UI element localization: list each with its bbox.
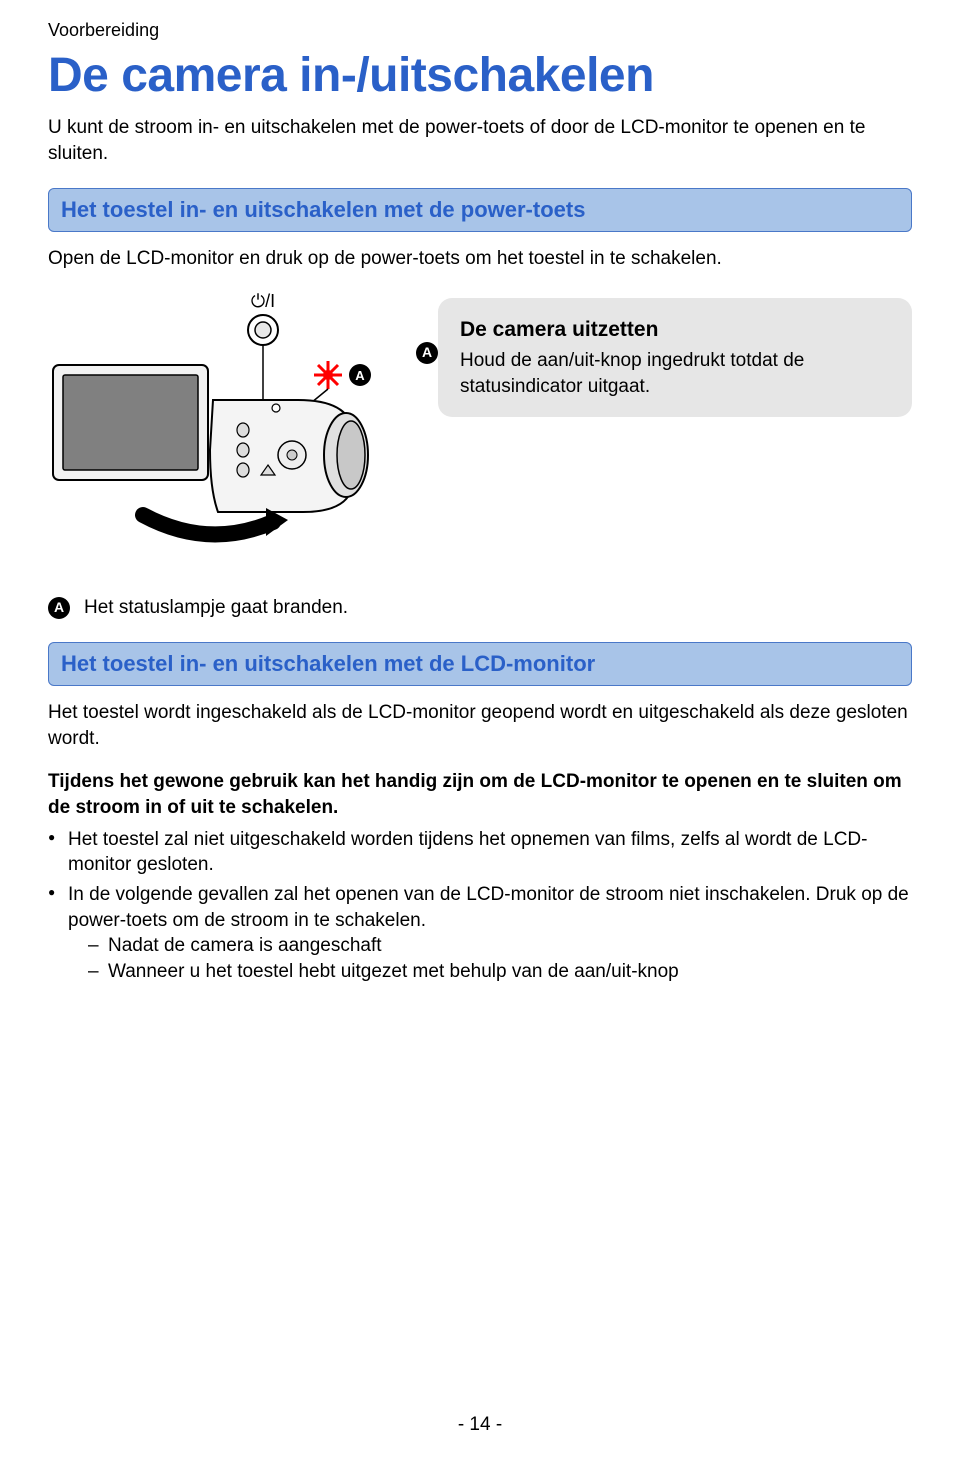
section2-para2: Tijdens het gewone gebruik kan het handi… [48,769,912,820]
legend-row: A Het statuslampje gaat branden. [48,595,912,621]
section1-intro: Open de LCD-monitor en druk op de power-… [48,246,912,272]
intro-text: U kunt de stroom in- en uitschakelen met… [48,115,912,166]
callout-label-a: A [416,340,438,366]
callout-text: Houd de aan/uit-knop ingedrukt totdat de… [460,348,890,399]
callout-box: A De camera uitzetten Houd de aan/uit-kn… [438,298,912,418]
callout-title: De camera uitzetten [460,316,890,344]
bullet-text: In de volgende gevallen zal het openen v… [68,884,909,931]
dash-item: Wanneer u het toestel hebt uitgezet met … [88,959,912,985]
bullet-item: Het toestel zal niet uitgeschakeld worde… [48,827,912,878]
page-number: - 14 - [0,1412,960,1438]
svg-text:⏻/I: ⏻/I [251,291,275,311]
diagram-row: ⏻/I [48,290,912,550]
svg-text:A: A [355,368,365,383]
legend-text: Het statuslampje gaat branden. [84,595,348,621]
page-title: De camera in-/uitschakelen [48,44,912,109]
section1-header: Het toestel in- en uitschakelen met de p… [48,188,912,232]
dash-item: Nadat de camera is aangeschaft [88,933,912,959]
breadcrumb: Voorbereiding [48,18,912,42]
section2-para1: Het toestel wordt ingeschakeld als de LC… [48,700,912,751]
label-circle-icon: A [416,342,438,364]
dash-list: Nadat de camera is aangeschaft Wanneer u… [68,933,912,984]
bullet-list: Het toestel zal niet uitgeschakeld worde… [48,827,912,985]
camera-illustration: ⏻/I [48,290,418,550]
section2-header: Het toestel in- en uitschakelen met de L… [48,642,912,686]
legend-label-a: A [48,597,70,619]
bullet-item: In de volgende gevallen zal het openen v… [48,882,912,985]
